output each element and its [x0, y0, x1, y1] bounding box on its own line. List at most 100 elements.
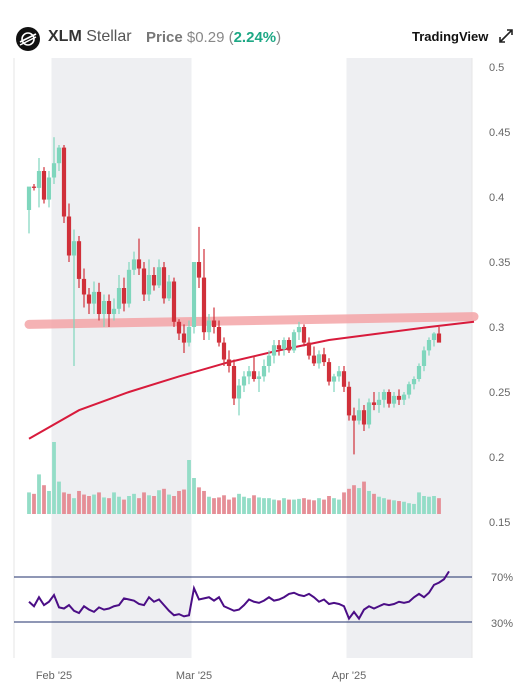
volume-bar [272, 499, 276, 514]
volume-bar [352, 485, 356, 514]
volume-bar [102, 497, 106, 514]
candle-body [321, 354, 327, 363]
volume-bar [232, 497, 236, 514]
y-tick-label: 0.25 [489, 387, 510, 399]
volume-bar [397, 501, 401, 514]
volume-bar [387, 499, 391, 514]
candle-body [146, 275, 152, 295]
candle-body [406, 384, 412, 395]
volume-bar [237, 493, 241, 514]
candle-body [366, 402, 372, 425]
volume-bar [62, 492, 66, 514]
candle-body [121, 288, 127, 304]
volume-bar [437, 498, 441, 514]
candle-body [426, 340, 432, 351]
volume-bar [47, 490, 51, 514]
volume-bar [367, 490, 371, 514]
candle-body [391, 395, 397, 404]
candle-body [311, 355, 317, 364]
candle-body [136, 259, 142, 269]
candle-body [346, 386, 352, 416]
volume-bar [327, 496, 331, 514]
volume-bar [277, 500, 281, 514]
stellar-logo-icon [16, 27, 40, 51]
candle-body [356, 410, 362, 421]
candle-body [251, 371, 257, 379]
candle-body [51, 163, 57, 178]
volume-bar [92, 494, 96, 514]
tradingview-link[interactable]: TradingView [412, 29, 489, 44]
volume-bar [152, 496, 156, 514]
volume-bar [347, 488, 351, 514]
candle-body [131, 259, 137, 270]
candle-body [106, 301, 112, 314]
candle-body [266, 355, 272, 366]
candle-body [436, 333, 442, 343]
volume-bar [297, 498, 301, 514]
volume-bar [167, 494, 171, 514]
candle-body [176, 321, 182, 334]
volume-bar [172, 496, 176, 514]
rsi-line [28, 570, 450, 621]
candle-body [96, 291, 102, 314]
candle-body [296, 327, 302, 333]
y-tick-label: 0.4 [489, 192, 504, 204]
candle-body [151, 275, 157, 286]
candle-body [326, 362, 332, 382]
candle-body [411, 379, 417, 385]
volume-bar [247, 498, 251, 514]
candle-body [431, 333, 437, 340]
volume-bar [207, 496, 211, 514]
candle-body [246, 371, 252, 377]
candle-body [61, 147, 67, 217]
candle-body [286, 340, 292, 351]
candle-body [71, 241, 77, 256]
y-tick-label: 0.5 [489, 62, 504, 74]
candle-body [261, 366, 267, 377]
volume-bar [227, 499, 231, 514]
volume-bar [72, 498, 76, 514]
candle-body [281, 340, 287, 350]
coin-title: XLM Stellar [48, 28, 132, 46]
volume-bar [412, 503, 416, 514]
candle-body [46, 177, 52, 200]
candle-body [401, 394, 407, 400]
candle-body [381, 392, 387, 400]
y-tick-label: 0.15 [489, 517, 510, 529]
volume-bar [217, 497, 221, 514]
candle-body [186, 327, 192, 343]
volume-bar [302, 498, 306, 514]
resistance-band [24, 312, 479, 329]
rsi-band-label: 70% [491, 572, 513, 584]
y-tick-label: 0.3 [489, 322, 504, 334]
expand-arrows-icon[interactable] [498, 28, 514, 44]
candle-body [291, 332, 297, 351]
volume-bar [377, 496, 381, 514]
price-change: 2.24% [233, 29, 277, 46]
candle-body [301, 327, 307, 343]
volume-bar [422, 496, 426, 514]
coin-name: Stellar [86, 28, 132, 45]
volume-bar [42, 485, 46, 514]
candle-body [236, 385, 242, 399]
volume-bar [67, 493, 71, 514]
volume-bar [32, 493, 36, 514]
candle-body [211, 320, 217, 327]
candle-body [316, 354, 322, 364]
candle-body [76, 241, 82, 279]
candle-body [26, 186, 32, 210]
volume-bar [317, 498, 321, 514]
volume-bar [342, 492, 346, 514]
volume-bar [307, 499, 311, 514]
candle-body [271, 345, 277, 356]
volume-bar [127, 496, 131, 514]
candle-body [56, 147, 62, 164]
volume-bar [287, 499, 291, 514]
candle-body [216, 327, 222, 343]
volume-bar [262, 498, 266, 514]
candle-body [241, 376, 247, 386]
volume-bar [52, 442, 56, 514]
candle-body [41, 171, 47, 200]
y-tick-label: 0.45 [489, 127, 510, 139]
